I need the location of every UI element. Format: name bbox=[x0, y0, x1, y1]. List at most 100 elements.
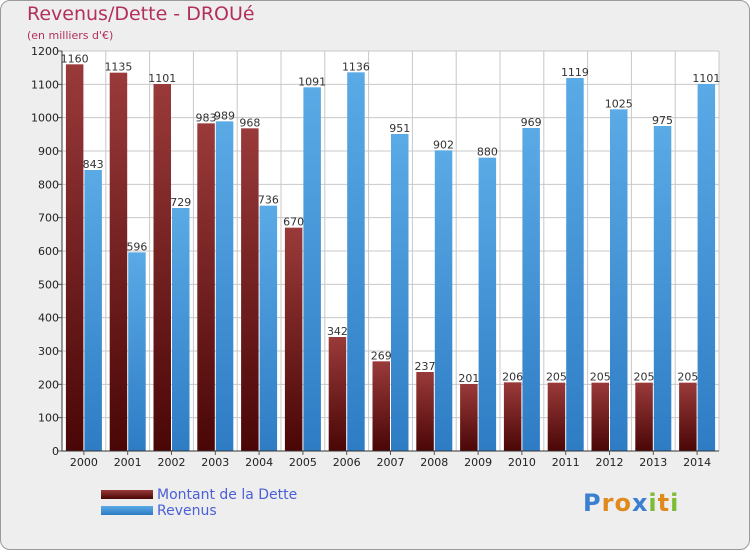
bar-dette bbox=[65, 64, 84, 452]
bar-dette bbox=[328, 337, 347, 451]
x-tick-label: 2009 bbox=[464, 456, 492, 469]
bar-dette bbox=[284, 227, 303, 451]
y-tick-label: 0 bbox=[52, 445, 59, 458]
bar-dette bbox=[372, 361, 390, 451]
x-tick-label: 2007 bbox=[377, 456, 405, 469]
bar-revenus bbox=[128, 252, 146, 451]
legend-swatch-dette bbox=[101, 490, 153, 499]
y-tick-label: 600 bbox=[38, 245, 59, 258]
bar-revenus bbox=[84, 170, 102, 451]
legend-swatch-revenus bbox=[101, 506, 153, 515]
y-tick-label: 500 bbox=[38, 278, 59, 291]
data-label: 729 bbox=[170, 196, 191, 209]
data-label: 206 bbox=[502, 370, 523, 383]
y-tick-label: 400 bbox=[38, 312, 59, 325]
logo-letter: i bbox=[648, 489, 658, 517]
data-label: 983 bbox=[196, 111, 217, 124]
bar-dette bbox=[679, 382, 697, 451]
y-tick-label: 900 bbox=[38, 145, 59, 158]
bar-revenus bbox=[172, 208, 190, 451]
data-label: 968 bbox=[239, 116, 260, 129]
bar-dette bbox=[197, 123, 215, 451]
x-tick-label: 2013 bbox=[639, 456, 667, 469]
bar-dette bbox=[547, 382, 566, 451]
x-tick-label: 2014 bbox=[683, 456, 711, 469]
data-label: 1135 bbox=[104, 61, 132, 74]
y-tick-label: 800 bbox=[38, 178, 59, 191]
y-tick-label: 200 bbox=[38, 378, 59, 391]
y-tick-label: 100 bbox=[38, 412, 59, 425]
data-label: 975 bbox=[652, 114, 673, 127]
data-label: 736 bbox=[258, 194, 279, 207]
x-tick-label: 2012 bbox=[596, 456, 624, 469]
data-label: 237 bbox=[415, 360, 436, 373]
bar-revenus bbox=[215, 121, 234, 451]
chart-title: Revenus/Dette - DROUé bbox=[27, 3, 255, 25]
data-label: 880 bbox=[477, 146, 498, 159]
data-label: 670 bbox=[283, 216, 304, 229]
data-label: 1091 bbox=[298, 75, 326, 88]
logo-letter: o bbox=[614, 489, 632, 517]
chart-subtitle: (en milliers d'€) bbox=[27, 29, 114, 42]
data-label: 1160 bbox=[61, 52, 89, 65]
bar-revenus bbox=[610, 109, 628, 451]
x-tick-label: 2006 bbox=[333, 456, 361, 469]
x-tick-label: 2008 bbox=[420, 456, 448, 469]
bar-revenus bbox=[391, 134, 409, 451]
bar-revenus bbox=[303, 87, 321, 451]
logo-letter: t bbox=[657, 489, 671, 517]
x-tick-label: 2000 bbox=[70, 456, 98, 469]
logo-letter: i bbox=[670, 489, 680, 517]
data-label: 269 bbox=[371, 349, 392, 362]
data-label: 596 bbox=[126, 240, 147, 253]
data-label: 205 bbox=[546, 371, 567, 384]
x-tick-label: 2001 bbox=[114, 456, 142, 469]
data-label: 205 bbox=[677, 371, 698, 384]
data-label: 1025 bbox=[605, 97, 633, 110]
bar-dette bbox=[503, 382, 522, 451]
bar-revenus bbox=[566, 78, 584, 451]
bar-revenus bbox=[347, 72, 365, 451]
bar-revenus bbox=[653, 126, 672, 451]
data-label: 205 bbox=[590, 371, 611, 384]
proxiti-logo: Proxiti bbox=[583, 489, 679, 517]
y-tick-label: 300 bbox=[38, 345, 59, 358]
x-tick-label: 2003 bbox=[201, 456, 229, 469]
data-label: 342 bbox=[327, 325, 348, 338]
bar-dette bbox=[241, 128, 259, 451]
bar-dette bbox=[109, 72, 128, 452]
data-label: 969 bbox=[521, 116, 542, 129]
data-label: 205 bbox=[634, 371, 655, 384]
bar-dette bbox=[460, 384, 478, 451]
logo-letter: r bbox=[601, 489, 615, 517]
x-tick-label: 2011 bbox=[552, 456, 580, 469]
bar-dette bbox=[635, 382, 653, 451]
data-label: 843 bbox=[83, 158, 104, 171]
legend-label-dette: Montant de la Dette bbox=[157, 487, 298, 503]
data-label: 201 bbox=[458, 372, 479, 385]
y-tick-label: 1200 bbox=[31, 45, 59, 58]
bar-revenus bbox=[259, 205, 278, 451]
data-label: 951 bbox=[389, 122, 410, 135]
data-label: 989 bbox=[214, 109, 235, 122]
y-tick-label: 1100 bbox=[31, 78, 59, 91]
bar-revenus bbox=[478, 157, 497, 451]
legend-label-revenus: Revenus bbox=[157, 503, 217, 519]
logo-letter: x bbox=[631, 489, 649, 517]
bar-dette bbox=[416, 372, 434, 451]
bar-revenus bbox=[434, 150, 453, 452]
bar-dette bbox=[591, 382, 609, 451]
bar-revenus bbox=[697, 84, 716, 451]
x-tick-label: 2005 bbox=[289, 456, 317, 469]
y-tick-label: 700 bbox=[38, 212, 59, 225]
x-tick-label: 2004 bbox=[245, 456, 273, 469]
data-label: 1101 bbox=[148, 72, 176, 85]
data-label: 1119 bbox=[561, 66, 589, 79]
logo-letter: P bbox=[583, 489, 602, 517]
data-label: 902 bbox=[433, 138, 454, 151]
bar-revenus bbox=[522, 128, 540, 451]
bar-dette bbox=[153, 84, 171, 451]
x-tick-label: 2002 bbox=[158, 456, 186, 469]
